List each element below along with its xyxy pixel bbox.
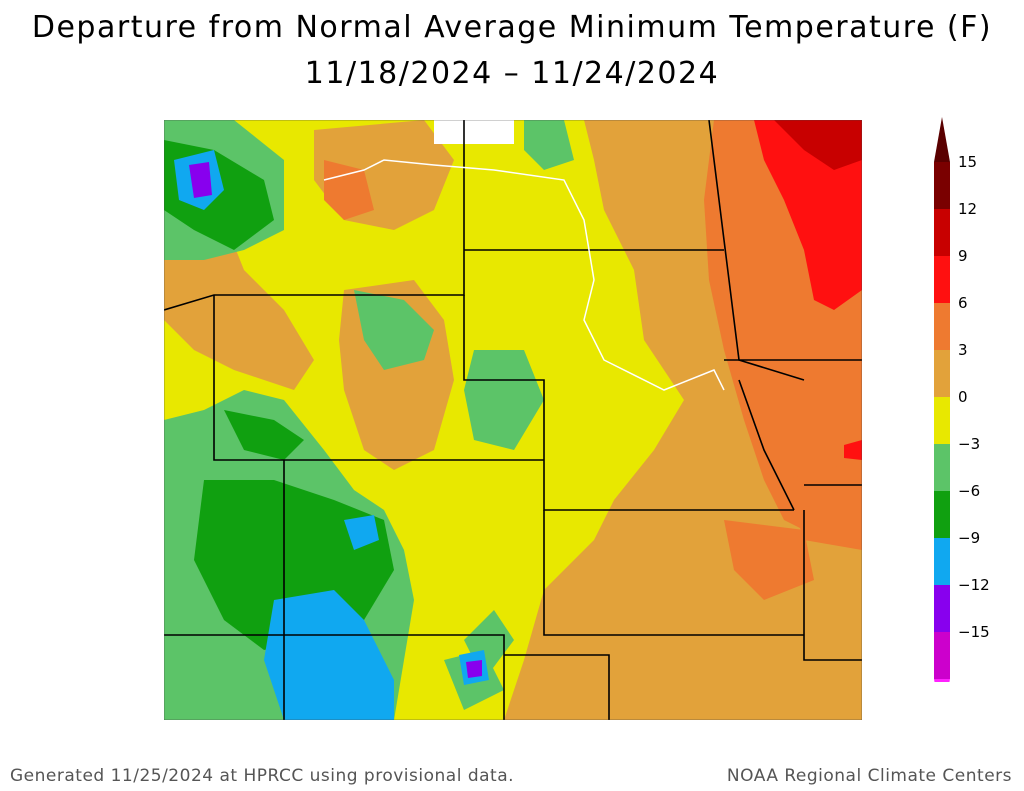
source-credit: NOAA Regional Climate Centers [726,766,1012,786]
region-6-to-9-mt [324,160,374,220]
legend-swatch [934,632,950,679]
map-title: Departure from Normal Average Minimum Te… [31,10,993,45]
legend-label: −6 [958,482,980,500]
legend-label: 15 [958,153,977,171]
legend-label: 6 [958,294,968,312]
legend-swatch [934,350,950,397]
legend-swatch [934,397,950,444]
region-3-to-6-west [164,220,314,390]
generation-note: Generated 11/25/2024 at HPRCC using prov… [10,766,515,786]
region-neg12-to-neg9-ks [466,660,482,678]
legend-swatch [934,585,950,632]
missouri-river [323,159,725,391]
region-neg3-to-0-wy [354,290,434,370]
legend-swatch [934,209,950,256]
region-neg3-to-0-sd [524,120,574,170]
region-6-to-9-kansas [724,520,814,600]
legend-swatch [934,491,950,538]
legend-label: −9 [958,529,980,547]
legend-bottom-arrow [934,679,950,682]
legend-label: 9 [958,247,968,265]
legend-swatch [934,444,950,491]
legend-label: 12 [958,200,977,218]
region-neg9-to-neg6-co [344,515,379,550]
region-neg9-to-neg6-sw [264,590,394,720]
temperature-departure-map [164,120,862,720]
legend-top-arrow [934,117,950,162]
state-boundaries [164,120,862,720]
map-date-range: 11/18/2024 – 11/24/2024 [304,56,720,91]
legend-label: 3 [958,341,968,359]
region-neg6-to-neg3-wy [224,410,304,460]
region-12-to-15 [774,120,862,170]
legend-label: 0 [958,388,968,406]
color-legend: 15 12 9 6 3 0 −3 −6 −9 −12 −15 [934,117,990,682]
legend-swatch [934,162,950,209]
region-9-to-12-iowa [844,440,862,460]
legend-swatch [934,303,950,350]
legend-swatch [934,256,950,303]
region-neg12-to-neg9-nw [189,162,212,198]
region-neg3-to-0-ne [464,350,544,450]
legend-label: −3 [958,435,980,453]
missing-data-north [434,120,514,144]
legend-swatch [934,538,950,585]
legend-label: −15 [958,623,990,641]
legend-label: −12 [958,576,990,594]
